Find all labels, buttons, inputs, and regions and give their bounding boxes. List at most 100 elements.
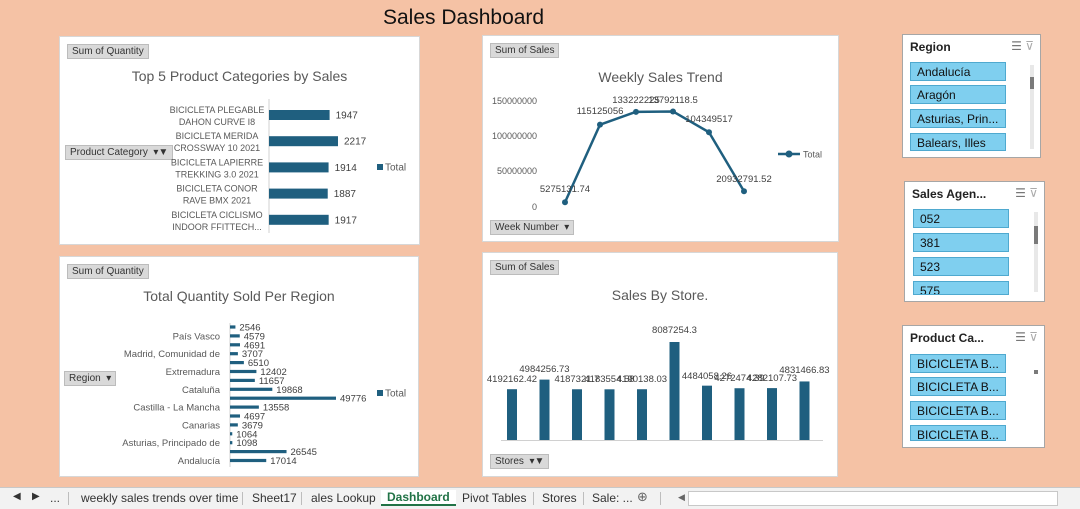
- horizontal-scrollbar[interactable]: [688, 491, 1058, 506]
- scroll-left-icon[interactable]: ◀: [678, 492, 685, 502]
- data-label: 1947: [336, 111, 359, 122]
- bar: [230, 458, 267, 463]
- slicer-item[interactable]: 381: [913, 233, 1009, 252]
- category-label: INDOOR FFITTECH...: [172, 222, 262, 232]
- category-label: BICICLETA PLEGABLE: [170, 105, 265, 115]
- dashboard-title: Sales Dashboard: [383, 6, 545, 29]
- slicer-scrollbar[interactable]: [1034, 212, 1038, 292]
- data-label: 4272474.39: [714, 373, 764, 384]
- sum-of-quantity-field-button[interactable]: Sum of Quantity: [67, 264, 149, 279]
- data-label: 5275131.74: [540, 184, 590, 195]
- sum-of-sales-field-button[interactable]: Sum of Sales: [490, 260, 560, 275]
- legend-label: Total: [385, 389, 406, 400]
- clear-filter-icon[interactable]: ⊽: [1025, 39, 1034, 53]
- chart-quantity-per-region[interactable]: Sum of Quantity Total Quantity Sold Per …: [59, 256, 419, 477]
- category-label: BICICLETA LAPIERRE: [171, 157, 263, 167]
- data-label: 13558: [263, 403, 289, 414]
- data-point: [670, 108, 676, 115]
- product-category-filter-button[interactable]: Product Category ▾▼: [65, 145, 174, 160]
- dropdown-icon: ▾: [561, 222, 570, 233]
- data-label: 4282107.73: [747, 373, 797, 384]
- slicer-item[interactable]: BICICLETA B...: [910, 354, 1006, 373]
- bar: [269, 214, 329, 225]
- data-label: 1098: [236, 438, 257, 449]
- slicer-item[interactable]: 575: [913, 281, 1009, 295]
- data-label: 4192162.42: [487, 374, 537, 385]
- sales-agent-slicer[interactable]: Sales Agen... ☰ ⊽ 052 381 523 575: [904, 181, 1045, 302]
- slicer-item[interactable]: 523: [913, 257, 1009, 276]
- tab-pivot-tables[interactable]: Pivot Tables: [462, 491, 527, 505]
- tab-dashboard[interactable]: Dashboard: [381, 490, 456, 506]
- slicer-title: Product Ca...: [910, 331, 985, 345]
- series-line: [563, 110, 746, 203]
- bar: [269, 136, 338, 147]
- sheet-tab-bar: ◀ ▶ ... weekly sales trends over time Sh…: [0, 487, 1080, 509]
- slicer-item[interactable]: Andalucía: [910, 62, 1006, 81]
- bar: [230, 378, 255, 382]
- data-label: 2217: [344, 137, 367, 148]
- slicer-scrollbar[interactable]: [1034, 358, 1038, 440]
- bar: [230, 432, 233, 436]
- sum-of-sales-field-button[interactable]: Sum of Sales: [490, 43, 560, 58]
- data-label: 4190138.03: [617, 374, 667, 385]
- week-number-filter-button[interactable]: Week Number ▾: [490, 220, 575, 235]
- category-label: TREKKING 3.0 2021: [175, 169, 259, 179]
- slicer-item[interactable]: Asturias, Prin...: [910, 109, 1006, 128]
- bar: [734, 388, 745, 440]
- data-label: 26545: [291, 447, 317, 458]
- multi-select-icon[interactable]: ☰: [1015, 186, 1026, 200]
- multi-select-icon[interactable]: ☰: [1011, 39, 1022, 53]
- slicer-item[interactable]: Balears, Illes: [910, 133, 1006, 151]
- scroll-first-sheet-icon[interactable]: ◀: [13, 491, 21, 502]
- bar: [767, 388, 777, 440]
- clear-filter-icon[interactable]: ⊽: [1029, 186, 1038, 200]
- slicer-item[interactable]: BICICLETA B...: [910, 425, 1006, 441]
- data-label: 4183554.58: [584, 374, 634, 385]
- slicer-item[interactable]: BICICLETA B...: [910, 377, 1006, 396]
- chart-weekly-sales-trend[interactable]: Sum of Sales Weekly Sales Trend Week Num…: [482, 35, 839, 242]
- data-label: 20932791.52: [716, 174, 771, 185]
- multi-select-icon[interactable]: ☰: [1015, 330, 1026, 344]
- category-label: BICICLETA MERIDA: [176, 131, 259, 141]
- clear-filter-icon[interactable]: ⊽: [1029, 330, 1038, 344]
- category-label: RAVE BMX 2021: [183, 196, 251, 206]
- tab-weekly-sales-trends[interactable]: weekly sales trends over time: [81, 491, 239, 505]
- slicer-item[interactable]: BICICLETA B...: [910, 401, 1006, 420]
- chart-title: Weekly Sales Trend: [598, 69, 723, 85]
- slicer-item[interactable]: Aragón: [910, 85, 1006, 104]
- tab-sheet17[interactable]: Sheet17: [252, 491, 297, 505]
- legend-swatch: [377, 390, 383, 396]
- data-label: 3679: [242, 420, 263, 431]
- tab-sales-more[interactable]: Sale: ...: [592, 491, 633, 505]
- scroll-next-sheet-icon[interactable]: ▶: [32, 491, 40, 502]
- data-label: 4984256.73: [519, 364, 569, 375]
- add-sheet-icon[interactable]: ⊕: [637, 489, 648, 504]
- region-filter-button[interactable]: Region ▾: [64, 371, 117, 386]
- region-slicer[interactable]: Region ☰ ⊽ Andalucía Aragón Asturias, Pr…: [902, 34, 1041, 158]
- legend-label: Total: [385, 163, 406, 174]
- bar: [230, 361, 244, 365]
- category-label: BICICLETA CICLISMO: [171, 210, 262, 220]
- category-label: Cataluña: [182, 385, 221, 396]
- bar: [572, 389, 582, 440]
- more-sheets-ellipsis[interactable]: ...: [50, 491, 61, 505]
- stores-filter-button[interactable]: Stores ▾▼: [490, 454, 550, 469]
- data-label: 8087254.3: [652, 325, 697, 336]
- product-category-slicer[interactable]: Product Ca... ☰ ⊽ BICICLETA B... BICICLE…: [902, 325, 1045, 448]
- bar: [230, 387, 273, 391]
- legend-marker: [785, 150, 793, 158]
- bar: [230, 405, 259, 409]
- sum-of-quantity-field-button[interactable]: Sum of Quantity: [67, 44, 149, 59]
- data-label: 1914: [335, 163, 358, 174]
- chart-sales-by-store[interactable]: Sum of Sales Sales By Store. Stores ▾▼ 4…: [482, 252, 838, 477]
- chart-title: Top 5 Product Categories by Sales: [131, 68, 348, 84]
- data-label: 4697: [244, 412, 265, 423]
- tab-stores[interactable]: Stores: [542, 491, 577, 505]
- bar-chart-categories: 1947 BICICLETA PLEGABLE DAHON CURVE I8 2217…: [170, 99, 406, 233]
- slicer-item[interactable]: 052: [913, 209, 1009, 228]
- bar: [637, 389, 647, 440]
- slicer-scrollbar[interactable]: [1030, 65, 1034, 149]
- chart-top5-categories[interactable]: Sum of Quantity Top 5 Product Categories…: [59, 36, 420, 245]
- tab-sales-lookup[interactable]: ales Lookup: [311, 491, 376, 505]
